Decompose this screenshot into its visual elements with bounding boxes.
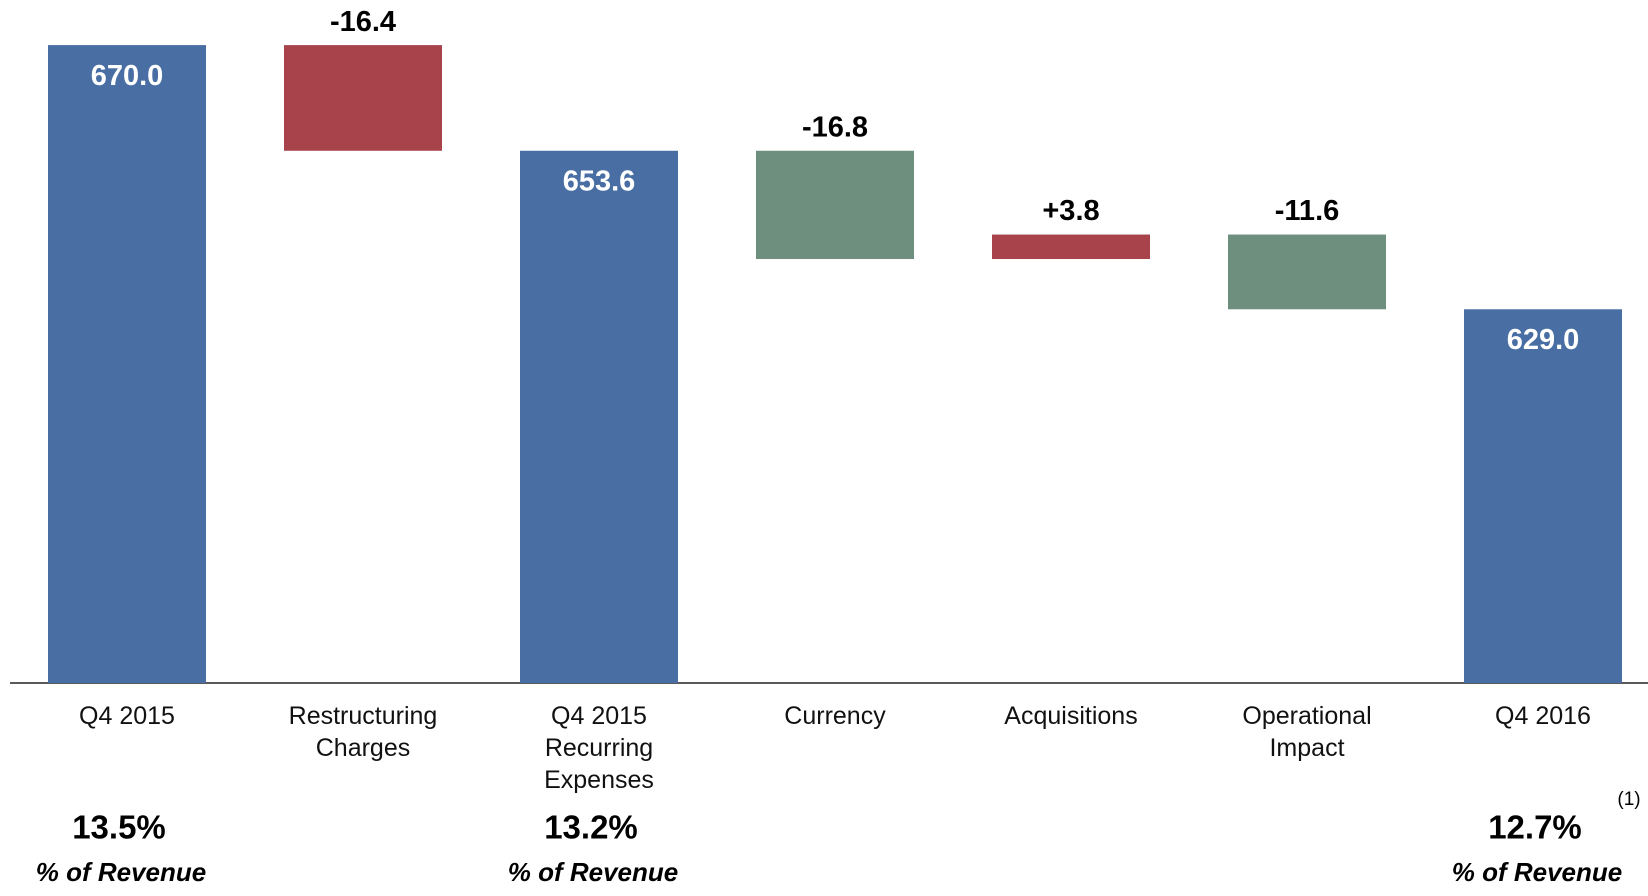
bar bbox=[1228, 234, 1386, 310]
bar bbox=[48, 45, 206, 684]
value-label: -16.8 bbox=[802, 111, 868, 143]
revenue-pct: 13.2% bbox=[544, 809, 638, 846]
bar bbox=[992, 234, 1150, 260]
value-label: -16.4 bbox=[330, 6, 396, 38]
value-label: +3.8 bbox=[1042, 195, 1099, 227]
bar bbox=[284, 45, 442, 151]
value-label: 629.0 bbox=[1507, 324, 1580, 356]
bar bbox=[1464, 309, 1622, 683]
revenue-note: % of Revenue bbox=[508, 857, 679, 887]
value-label: 653.6 bbox=[563, 165, 636, 197]
x-tick-label: Operational Impact bbox=[1242, 702, 1371, 762]
x-tick-label: Q4 2015 Recurring Expenses bbox=[544, 702, 654, 794]
revenue-pct: 12.7% bbox=[1488, 809, 1582, 846]
bar bbox=[756, 150, 914, 260]
x-tick-label: Restructuring Charges bbox=[289, 702, 438, 762]
value-label: -11.6 bbox=[1275, 195, 1340, 227]
x-tick-label: Q4 2015 bbox=[79, 702, 175, 730]
x-tick-label: Acquisitions bbox=[1004, 702, 1137, 730]
x-tick-label: Currency bbox=[784, 702, 886, 730]
footnote: (1) bbox=[1617, 789, 1640, 810]
revenue-pct: 13.5% bbox=[72, 809, 166, 846]
revenue-note: % of Revenue bbox=[1452, 857, 1623, 887]
x-tick-label: Q4 2016 bbox=[1495, 702, 1591, 730]
value-label: 670.0 bbox=[91, 60, 164, 92]
bar bbox=[520, 150, 678, 684]
revenue-note: % of Revenue bbox=[36, 857, 207, 887]
